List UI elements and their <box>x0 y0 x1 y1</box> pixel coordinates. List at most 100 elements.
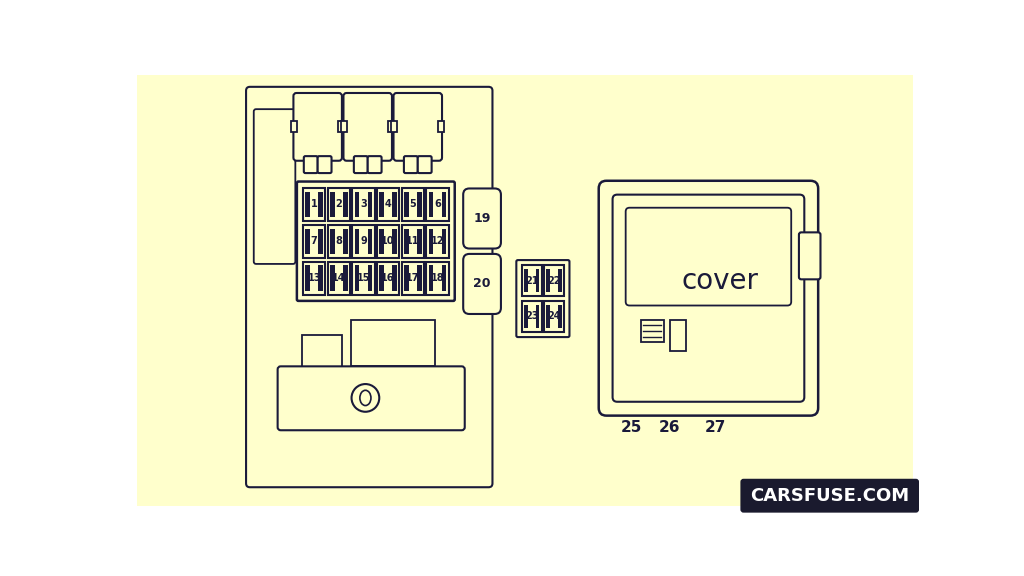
Bar <box>547 305 550 328</box>
Bar <box>377 188 399 221</box>
Bar <box>351 320 435 366</box>
Text: CARSFUSE.COM: CARSFUSE.COM <box>751 487 909 505</box>
Bar <box>403 229 409 254</box>
Bar <box>521 301 542 332</box>
Bar <box>392 229 397 254</box>
FancyBboxPatch shape <box>626 208 792 305</box>
Bar <box>401 188 424 221</box>
FancyBboxPatch shape <box>740 479 920 513</box>
Bar <box>388 122 394 132</box>
Text: 23: 23 <box>525 311 539 321</box>
FancyBboxPatch shape <box>343 93 392 161</box>
Bar <box>328 188 350 221</box>
Bar <box>641 320 665 342</box>
Text: 7: 7 <box>311 236 317 246</box>
Bar <box>441 266 446 291</box>
Bar <box>671 320 686 351</box>
Bar <box>377 225 399 258</box>
Bar <box>328 225 350 258</box>
Text: 16: 16 <box>381 273 395 283</box>
FancyBboxPatch shape <box>463 188 501 248</box>
Text: 21: 21 <box>525 276 539 286</box>
Bar <box>303 188 326 221</box>
Bar <box>558 305 562 328</box>
Bar <box>368 192 373 217</box>
FancyBboxPatch shape <box>799 232 820 279</box>
Text: 6: 6 <box>434 199 440 209</box>
Text: 13: 13 <box>307 273 321 283</box>
Bar <box>379 266 384 291</box>
Bar <box>368 266 373 291</box>
Bar <box>379 229 384 254</box>
FancyBboxPatch shape <box>368 156 382 173</box>
Text: 9: 9 <box>360 236 367 246</box>
Bar <box>303 225 326 258</box>
FancyBboxPatch shape <box>393 93 442 161</box>
Text: 3: 3 <box>360 199 367 209</box>
Bar <box>302 335 342 367</box>
Bar <box>521 266 542 296</box>
Text: 11: 11 <box>406 236 420 246</box>
Ellipse shape <box>359 391 371 406</box>
FancyBboxPatch shape <box>304 156 317 173</box>
Text: 25: 25 <box>621 420 642 435</box>
Bar <box>305 229 310 254</box>
FancyBboxPatch shape <box>354 156 368 173</box>
Bar <box>291 122 297 132</box>
FancyBboxPatch shape <box>246 87 493 487</box>
FancyBboxPatch shape <box>403 156 418 173</box>
FancyBboxPatch shape <box>254 109 295 264</box>
Text: 18: 18 <box>431 273 444 283</box>
Text: 1: 1 <box>311 199 317 209</box>
Text: 26: 26 <box>658 420 680 435</box>
Bar <box>354 192 359 217</box>
Circle shape <box>351 384 379 412</box>
Bar <box>417 229 422 254</box>
FancyBboxPatch shape <box>612 195 804 402</box>
Bar <box>352 188 375 221</box>
Text: 24: 24 <box>547 311 561 321</box>
Text: 14: 14 <box>332 273 345 283</box>
Bar <box>368 229 373 254</box>
Bar <box>429 266 433 291</box>
Bar <box>318 192 323 217</box>
Bar <box>377 262 399 295</box>
FancyBboxPatch shape <box>599 181 818 416</box>
Bar <box>338 122 344 132</box>
Bar <box>305 192 310 217</box>
FancyBboxPatch shape <box>516 260 569 337</box>
Bar <box>429 229 433 254</box>
Bar <box>536 270 540 293</box>
Text: 12: 12 <box>431 236 444 246</box>
Bar <box>343 229 348 254</box>
FancyBboxPatch shape <box>317 156 332 173</box>
Bar <box>426 188 449 221</box>
Bar <box>343 192 348 217</box>
Bar <box>392 192 397 217</box>
Bar <box>392 266 397 291</box>
Text: 8: 8 <box>336 236 342 246</box>
Text: 15: 15 <box>356 273 371 283</box>
Text: 17: 17 <box>406 273 420 283</box>
Bar <box>547 270 550 293</box>
Bar <box>354 266 359 291</box>
Bar <box>558 270 562 293</box>
Text: 10: 10 <box>381 236 395 246</box>
Bar <box>438 122 444 132</box>
Bar <box>403 266 409 291</box>
Text: cover: cover <box>682 267 759 295</box>
Bar <box>429 192 433 217</box>
Bar <box>524 270 528 293</box>
Bar <box>544 301 564 332</box>
Bar <box>524 305 528 328</box>
Bar <box>536 305 540 328</box>
Bar <box>318 266 323 291</box>
Text: 19: 19 <box>473 212 490 225</box>
Bar <box>343 266 348 291</box>
Bar <box>544 266 564 296</box>
FancyBboxPatch shape <box>278 366 465 430</box>
Bar <box>426 262 449 295</box>
Text: 20: 20 <box>473 278 490 290</box>
Bar <box>441 229 446 254</box>
Bar <box>426 225 449 258</box>
